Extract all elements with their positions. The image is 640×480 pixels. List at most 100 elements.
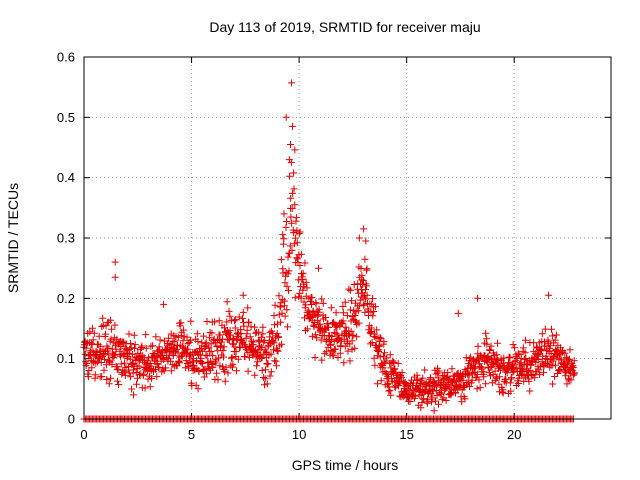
- data-point: [271, 301, 279, 309]
- data-point: [138, 342, 146, 350]
- data-point: [277, 318, 285, 326]
- data-point: [133, 380, 140, 388]
- data-point: [84, 373, 92, 381]
- data-point: [545, 360, 553, 368]
- data-point: [194, 385, 202, 393]
- data-point: [193, 330, 201, 338]
- data-point: [220, 353, 227, 361]
- data-point: [290, 185, 298, 193]
- data-point: [348, 337, 356, 345]
- data-point: [541, 325, 549, 333]
- data-point: [146, 383, 154, 391]
- data-point: [290, 169, 298, 177]
- data-point-outlier: [239, 291, 247, 299]
- data-point: [361, 255, 369, 263]
- data-point: [187, 317, 195, 325]
- data-point: [224, 369, 232, 377]
- data-point: [205, 344, 213, 352]
- data-point: [95, 332, 103, 340]
- data-point: [107, 316, 115, 324]
- data-point: [332, 309, 340, 317]
- data-point: [494, 339, 501, 347]
- data-point: [448, 365, 456, 373]
- data-point: [101, 355, 109, 363]
- data-point: [506, 379, 514, 387]
- data-point: [221, 368, 229, 376]
- data-point: [384, 370, 392, 378]
- data-point: [152, 365, 159, 373]
- data-point: [519, 366, 527, 374]
- data-point: [419, 374, 427, 382]
- data-point: [357, 265, 365, 272]
- data-point: [519, 344, 527, 352]
- data-point: [533, 351, 541, 359]
- data-point: [386, 351, 394, 359]
- data-point: [218, 338, 226, 346]
- data-point: [120, 368, 128, 376]
- data-point: [437, 382, 444, 390]
- data-point: [328, 333, 336, 340]
- data-point: [368, 339, 376, 346]
- data-point: [510, 358, 518, 366]
- data-point: [283, 282, 291, 290]
- data-point: [270, 312, 278, 320]
- data-point-outlier: [285, 156, 293, 164]
- data-point: [336, 349, 344, 357]
- data-point: [345, 285, 353, 293]
- data-point: [302, 327, 309, 334]
- data-point: [299, 269, 307, 277]
- data-point: [570, 370, 578, 378]
- data-point: [255, 328, 263, 336]
- data-point: [303, 284, 311, 292]
- data-point: [220, 343, 228, 351]
- data-point: [239, 308, 247, 316]
- data-point: [126, 355, 134, 363]
- data-point: [483, 340, 491, 348]
- data-point: [126, 345, 134, 353]
- data-point: [390, 365, 398, 373]
- data-point: [215, 354, 222, 362]
- data-point: [257, 355, 265, 362]
- data-point: [367, 324, 375, 332]
- data-point: [169, 351, 177, 359]
- data-point: [117, 343, 125, 350]
- data-point: [221, 377, 229, 385]
- data-point: [207, 348, 215, 355]
- data-point: [167, 367, 175, 375]
- data-point: [275, 333, 282, 341]
- data-point: [549, 353, 557, 361]
- data-point: [339, 303, 347, 310]
- data-point: [283, 306, 291, 314]
- x-tick-label: 0: [80, 427, 87, 442]
- data-point-outlier: [111, 258, 119, 266]
- data-point: [202, 351, 210, 359]
- data-point: [411, 392, 419, 400]
- data-point: [121, 359, 128, 367]
- data-point: [311, 331, 319, 339]
- data-point: [382, 357, 390, 365]
- data-point: [346, 357, 354, 365]
- data-point: [369, 312, 377, 320]
- data-point: [339, 309, 347, 317]
- data-point: [312, 300, 320, 308]
- data-point: [303, 325, 311, 333]
- data-point: [413, 371, 421, 379]
- data-point: [279, 231, 287, 239]
- y-tick-label: 0.1: [57, 351, 75, 366]
- data-point: [277, 299, 285, 307]
- data-point: [259, 323, 267, 331]
- data-point: [203, 370, 210, 378]
- data-point: [354, 307, 362, 315]
- data-point: [487, 342, 495, 350]
- data-point: [197, 354, 205, 362]
- data-point: [277, 256, 285, 264]
- data-point: [461, 395, 469, 403]
- data-point: [496, 373, 504, 381]
- data-point: [299, 286, 307, 294]
- data-point: [432, 370, 440, 378]
- data-point-outlier: [289, 122, 297, 130]
- data-point: [174, 333, 182, 341]
- data-point: [249, 338, 257, 346]
- data-point: [280, 235, 288, 243]
- data-point: [308, 332, 316, 340]
